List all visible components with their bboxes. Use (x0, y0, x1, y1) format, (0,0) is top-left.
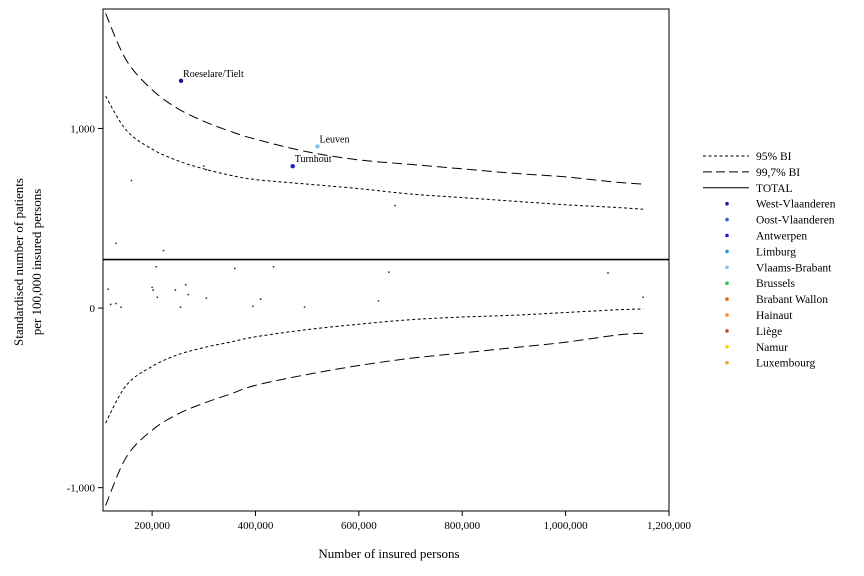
data-point (156, 296, 159, 299)
x-tick-label: 800,000 (444, 520, 480, 532)
legend-label: TOTAL (756, 183, 793, 195)
data-point (187, 293, 190, 296)
data-point (107, 288, 110, 291)
lower-99-7-limit-line (105, 332, 644, 506)
data-point (303, 306, 306, 309)
legend-marker (725, 360, 729, 365)
legend-marker (725, 265, 729, 270)
data-point (259, 298, 262, 300)
legend-label: Brabant Wallon (756, 294, 828, 306)
legend-label: Namur (756, 342, 788, 354)
y-axis-title-line1: Standardised number of patients (11, 178, 26, 346)
legend-marker (725, 281, 729, 286)
y-axis: 1,000 0 -1,000 (67, 123, 103, 495)
data-point (120, 306, 122, 309)
legend-label: Oost-Vlaanderen (756, 215, 835, 227)
legend-label: Vlaams-Brabant (756, 262, 832, 274)
control-limit-lines (105, 13, 644, 506)
legend-marker (725, 297, 729, 301)
legend-label: Antwerpen (756, 231, 807, 243)
labeled-data-point (290, 163, 295, 169)
data-point (179, 306, 182, 309)
legend-marker (725, 233, 729, 238)
x-axis: 200,000 400,000 600,000 800,000 1,000,000 1,2… (134, 511, 692, 532)
y-tick-label: -1,000 (67, 483, 96, 495)
x-tick-label: 400,000 (238, 520, 274, 532)
legend-marker (725, 329, 729, 333)
x-tick-label: 200,000 (134, 520, 170, 532)
data-point (184, 283, 187, 286)
data-point (233, 267, 236, 270)
x-axis-title: Number of insured persons (318, 546, 459, 561)
legend-label: 95% BI (756, 151, 792, 163)
labeled-data-point (178, 78, 184, 84)
legend-marker (725, 217, 729, 222)
data-point (174, 289, 177, 291)
legend-label: Luxembourg (756, 358, 815, 370)
y-axis-title-line2: per 100,000 insured persons (29, 189, 44, 336)
data-point (205, 168, 208, 171)
point-annotation: Turnhout (295, 154, 332, 165)
x-tick-label: 1,000,000 (544, 520, 589, 532)
legend-marker (725, 249, 729, 254)
data-points: Roeselare/Tielt Leuven Turnhout (107, 69, 645, 309)
data-point (377, 299, 380, 302)
legend: 95% BI 99,7% BI TOTAL West-Vlaanderen Oost-V… (703, 151, 836, 370)
legend-label: West-Vlaanderen (756, 199, 836, 211)
legend-label: Limburg (756, 246, 796, 258)
data-point (202, 165, 205, 168)
data-point (109, 303, 112, 306)
data-point (151, 286, 154, 289)
upper-95-limit-line (105, 95, 644, 210)
data-point (115, 242, 117, 245)
legend-label: Hainaut (756, 310, 793, 322)
data-point (607, 272, 609, 274)
data-point (152, 289, 155, 291)
data-point (394, 204, 396, 207)
point-annotation: Leuven (320, 134, 350, 145)
legend-label: 99,7% BI (756, 167, 800, 179)
data-point (251, 305, 254, 308)
data-point (155, 265, 158, 268)
legend-marker (725, 201, 729, 206)
x-tick-label: 1,200,000 (647, 520, 692, 532)
data-point (642, 296, 645, 299)
x-tick-label: 600,000 (341, 520, 377, 532)
data-point (387, 271, 390, 274)
data-point (162, 249, 165, 252)
legend-marker (725, 313, 729, 317)
legend-label: Brussels (756, 278, 796, 290)
data-point (205, 297, 208, 300)
y-tick-label: 1,000 (70, 123, 95, 135)
legend-marker (725, 345, 729, 349)
data-point (115, 302, 117, 305)
labeled-data-point (315, 144, 320, 149)
legend-label: Liège (756, 326, 782, 338)
upper-99-7-limit-line (105, 13, 644, 185)
data-point (272, 265, 275, 268)
point-annotation: Roeselare/Tielt (183, 69, 244, 80)
data-point (130, 179, 133, 182)
lower-95-limit-line (105, 308, 644, 424)
y-tick-label: 0 (90, 303, 96, 315)
